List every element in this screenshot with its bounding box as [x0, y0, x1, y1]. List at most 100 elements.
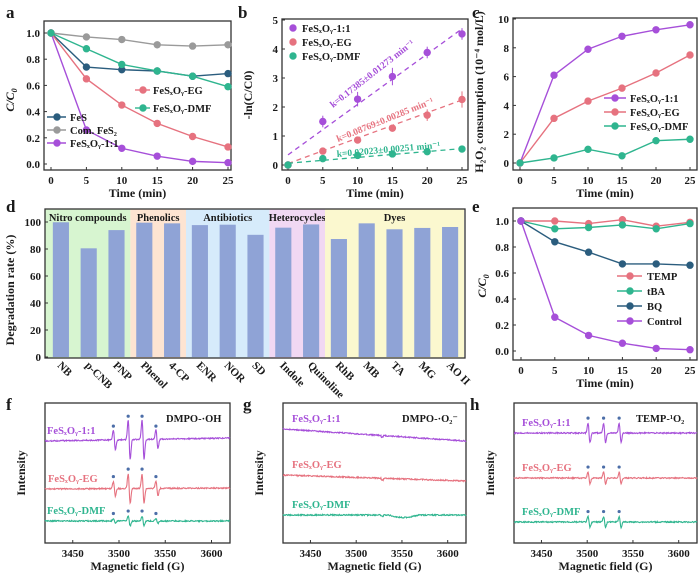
x-tick-label: 3450: [530, 548, 553, 560]
legend: TEMP tBA BQ Control: [617, 272, 682, 328]
y-tick-label: 8: [504, 43, 510, 55]
panel-h: h 3450 3500 3550 3600 TEMP-¹O₂ FeSₓOᵧ-1:1 FeSₓO…: [470, 395, 698, 573]
data-point: [118, 101, 126, 109]
data-point: [388, 150, 397, 158]
x-tick-label: 4-CP: [166, 360, 192, 386]
legend-label: tBA: [647, 287, 666, 298]
legend-label: TEMP: [647, 272, 678, 283]
data-point: [550, 114, 558, 123]
spectrum-title: DMPO-·OH: [166, 414, 221, 425]
panel-b: b 0 5 10 15 20 25 0 1 2 3 4 5 k=0.17385±0.01273 min⁻¹…: [238, 3, 469, 200]
series-line: [50, 32, 229, 77]
data-point: [188, 72, 197, 80]
series-control: [517, 217, 694, 354]
data-point: [423, 111, 431, 119]
x-tick-label: 3500: [345, 548, 368, 560]
data-point: [517, 217, 525, 225]
y-axis-label: C/C0: [3, 88, 19, 111]
data-point: [618, 32, 626, 40]
data-point: [423, 147, 431, 156]
y-tick-label: 4: [504, 100, 510, 112]
spectrum-label: FeSₓOᵧ-1:1: [292, 414, 341, 425]
peak-marker: [154, 424, 158, 428]
spectrum-label: FeSₓOᵧ-EG: [292, 460, 342, 471]
bar: [275, 227, 292, 357]
data-point: [82, 33, 91, 41]
panel-letter-e: e: [472, 197, 480, 216]
data-point: [652, 260, 660, 268]
fit-line: [287, 147, 463, 164]
y-tick-label: 100: [25, 217, 42, 229]
data-point: [53, 113, 61, 121]
spectrum-line: [282, 427, 467, 443]
plot-frame: [43, 20, 232, 171]
legend: FeSₓOᵧ-1:1 FeSₓOᵧ-EG FeSₓOᵧ-DMF: [289, 24, 360, 63]
peak-marker: [140, 509, 144, 513]
x-tick-label: MG: [416, 360, 438, 382]
spectrum-line: [44, 419, 231, 460]
x-tick-label: RhB: [333, 360, 357, 384]
y-tick-label: 10: [498, 14, 510, 26]
data-point: [188, 132, 197, 141]
panel-f: f 3450 3500 3550 3600 DMPO-·OH FeSₓOᵧ-1:1 FeSₓO…: [6, 395, 231, 573]
spectrum-line: [513, 422, 698, 445]
x-tick-label: 3600: [668, 548, 691, 560]
spectrum-title: DMPO-·O₂⁻: [402, 414, 458, 425]
data-point: [423, 48, 431, 57]
data-point: [289, 38, 297, 46]
data-point: [626, 317, 634, 325]
peak-marker: [586, 416, 590, 420]
y-tick-label: 0: [504, 158, 510, 170]
panel-letter-a: a: [6, 3, 15, 22]
data-point: [224, 83, 232, 91]
spectrum-label: FeSₓOᵧ-EG: [522, 463, 572, 474]
data-point: [319, 117, 327, 126]
series-line: [520, 220, 691, 351]
data-point: [652, 225, 660, 233]
data-point: [550, 71, 558, 79]
y-tick-label: 5: [273, 15, 279, 27]
data-point: [652, 136, 660, 145]
panel-letter-b: b: [238, 3, 247, 22]
series-line: [50, 32, 229, 88]
data-point: [353, 136, 362, 144]
peak-marker: [601, 509, 606, 514]
series-line: [520, 220, 691, 266]
x-tick-label: SD: [249, 360, 267, 378]
x-tick-label: 0: [518, 365, 524, 377]
peak-marker: [126, 509, 130, 513]
group-label: Antibiotics: [203, 213, 252, 224]
spectrum-fesxoy_1_1: FeSₓOᵧ-1:1: [513, 416, 698, 445]
x-tick-label: Phenol: [138, 360, 169, 391]
spectrum-fesxoy_1_1: FeSₓOᵧ-1:1: [44, 414, 231, 460]
data-point: [188, 42, 197, 50]
data-point: [618, 221, 627, 229]
series-fesxoy-1-1: [47, 29, 232, 167]
x-tick-label: PNP: [110, 360, 134, 384]
series-line: [520, 220, 691, 230]
legend-label: FeSₓOᵧ-EG: [153, 86, 203, 97]
data-point: [284, 161, 292, 169]
legend-label: BQ: [647, 302, 662, 313]
peak-marker: [154, 511, 158, 516]
y-tick-label: 0.2: [495, 320, 509, 332]
y-tick-label: 0.8: [495, 242, 509, 254]
bar: [414, 227, 431, 357]
bar: [247, 234, 264, 357]
x-tick-label: 0: [285, 175, 291, 187]
y-tick-label: 80: [30, 244, 42, 256]
data-point: [53, 126, 61, 134]
rate-constant-annotation: k=0.02023±0.00251 min⁻¹: [336, 141, 440, 160]
spectrum-line: [513, 471, 698, 487]
spectrum-label: FeSₓOᵧ-1:1: [522, 418, 571, 429]
data-point: [611, 94, 619, 102]
data-point: [153, 41, 161, 49]
data-point: [584, 331, 593, 340]
data-point: [388, 72, 397, 81]
spectrum-fesxoy_dmf: FeSₓOᵧ-DMF: [282, 500, 467, 519]
y-tick-label: 0.4: [26, 107, 40, 119]
data-point: [551, 313, 559, 321]
series-fesxoy-dmf: [47, 29, 232, 91]
